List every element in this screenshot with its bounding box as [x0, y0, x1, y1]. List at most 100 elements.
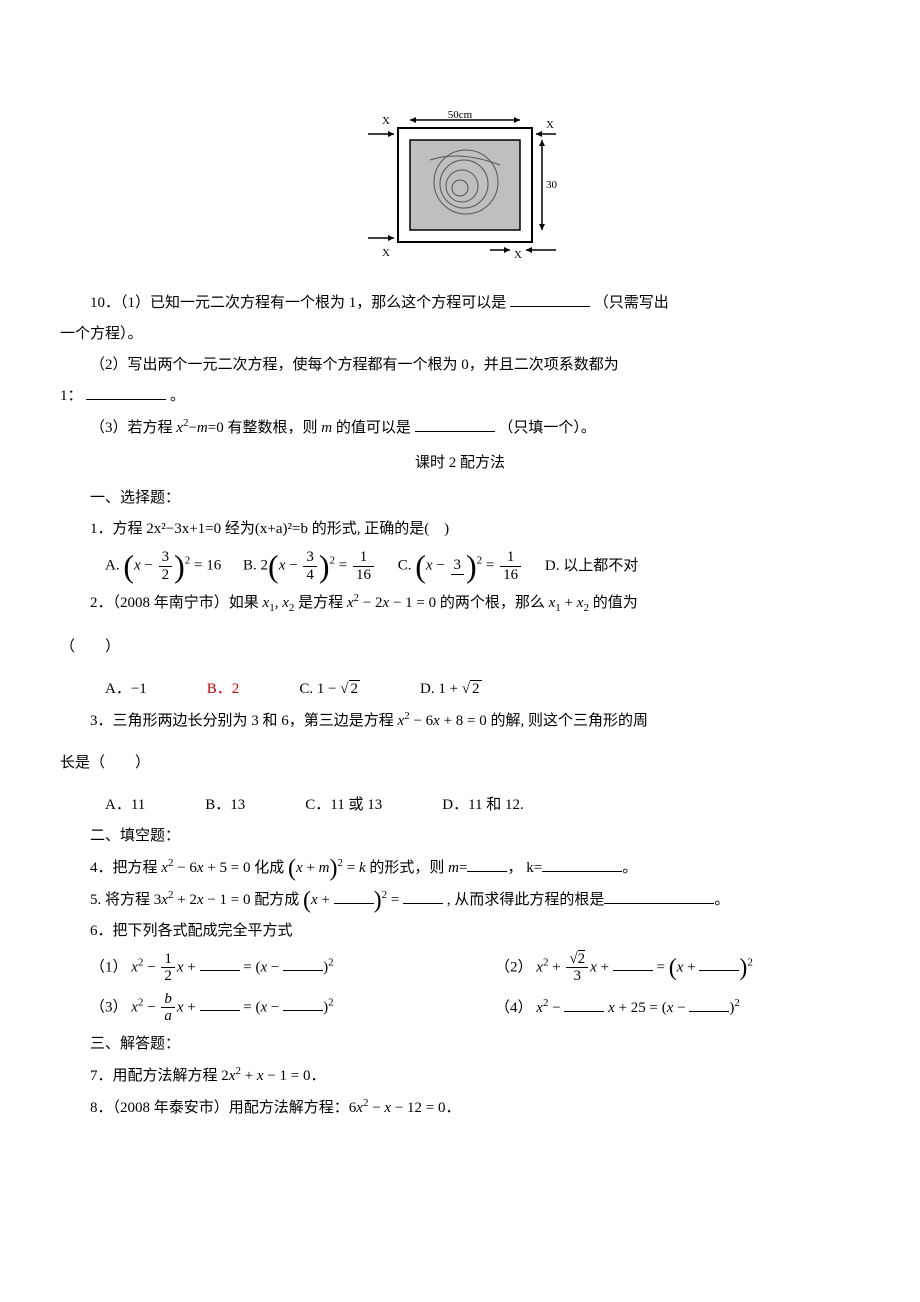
q1-opt-b: B. 2(x − 34)2 = 116 [243, 549, 376, 583]
blank [564, 996, 604, 1012]
q1-b-den: 4 [303, 567, 317, 584]
q1-a-rhs: = 16 [194, 557, 221, 573]
q10-l1b: （只需写出 [594, 295, 669, 311]
q6-title: 6．把下列各式配成完全平方式 [60, 918, 860, 945]
q4: 4．把方程 x2 − 6x + 5 = 0 化成 (x + m)2 = k 的形… [60, 854, 860, 882]
q10-line5: （3）若方程 x2−m=0 有整数根，则 m 的值可以是 （只填一个）。 [60, 414, 860, 442]
q2-paren: （ ） [60, 634, 860, 661]
q6p1d: 2 [161, 968, 175, 985]
sec2-heading: 二、填空题： [60, 823, 860, 850]
q8: 8．（2008 年泰安市）用配方法解方程：6x2 − x − 12 = 0． [60, 1094, 860, 1122]
q10-line3: （2）写出两个一元二次方程，使每个方程都有一个根为 0，并且二次项系数都为 [60, 352, 860, 379]
dim-x-br: X [514, 249, 522, 260]
q3-stem: 3．三角形两边长分别为 3 和 6，第三边是方程 x2 − 6x + 8 = 0… [60, 707, 860, 735]
q6p2d: 3 [566, 968, 588, 985]
q1-opt-d: D. 以上都不对 [545, 553, 638, 580]
figure-container: 50cm X X 30 X X [60, 110, 860, 270]
q2-b: 是方程 [294, 595, 347, 611]
q1-c-rn: 1 [500, 549, 521, 567]
blank [699, 955, 739, 971]
q1-a-den: 2 [159, 567, 173, 584]
blank [283, 995, 323, 1011]
blank [415, 416, 495, 432]
q2-c: 的两个根，那么 [436, 595, 549, 611]
q10-l4b: 。 [170, 388, 185, 404]
q7-a: 7．用配方法解方程 [90, 1068, 221, 1084]
q3-opt-c: C．11 或 13 [305, 792, 382, 819]
q4-c: 的形式，则 [366, 860, 449, 876]
q6-p3: （3） x2 − bax + = (x − )2 [90, 991, 455, 1025]
q1-opt-c: C. (x − 3)2 = 116 [398, 549, 523, 583]
q3-opt-a: A．11 [105, 792, 145, 819]
q10-l3a: （2）写出两个一元二次方程， [90, 357, 293, 373]
q2-d: 的值为 [589, 595, 638, 611]
dim-top-label: 50cm [448, 110, 473, 121]
q4-a: 4．把方程 [90, 860, 161, 876]
q10-l5b: 有整数根，则 [224, 420, 322, 436]
q6-row1: （1） x2 − 12x + = (x − )2 （2） x2 + √23x +… [90, 951, 860, 985]
q1-b-num: 3 [303, 549, 317, 567]
q1-b-rd: 16 [353, 567, 374, 584]
dim-x-bl: X [382, 247, 390, 259]
blank [200, 955, 240, 971]
blank [283, 955, 323, 971]
q10-l4a: 1： [60, 388, 83, 404]
q5-b: 配方成 [251, 892, 304, 908]
blank [542, 856, 622, 872]
q7: 7．用配方法解方程 2x2 + x − 1 = 0． [60, 1062, 860, 1090]
q6-p4: （4） x2 − x + 25 = (x − )2 [495, 994, 860, 1022]
section-title: 课时 2 配方法 [60, 450, 860, 477]
diagram-svg: 50cm X X 30 X X [360, 110, 560, 260]
q6-p4-label: （4） [495, 1000, 533, 1016]
q6-p2-label: （2） [495, 959, 533, 975]
blank [403, 888, 443, 904]
q3-a: 3．三角形两边长分别为 3 和 6，第三边是方程 [90, 713, 398, 729]
blank [689, 996, 729, 1012]
q6-p1-label: （1） [90, 959, 128, 975]
q1-b-coeff: 2 [261, 557, 269, 573]
q6-p2: （2） x2 + √23x + = (x + )2 [495, 951, 860, 985]
q1-stem: 1．方程 2x²−3x+1=0 经为(x+a)²=b 的形式, 正确的是( ) [60, 516, 860, 543]
q5-c: , 从而求得此方程的根是 [443, 892, 604, 908]
q2-a: 2．（2008 年南宁市）如果 [90, 595, 263, 611]
q1-c-label: C. [398, 557, 412, 573]
q1-c-num: 3 [451, 557, 465, 575]
q2-opt-d: D. 1 + √2 [420, 676, 482, 703]
dim-x-tr: X [546, 119, 554, 131]
q3-options: A．11 B．13 C．11 或 13 D．11 和 12. [105, 792, 860, 819]
q4-b: 化成 [251, 860, 289, 876]
q2-opt-c: C. 1 − √2 [299, 676, 360, 703]
q10-line1: 10．（1）已知一元二次方程有一个根为 1，那么这个方程可以是 （只需写出 [60, 290, 860, 317]
q1-a-num: 3 [159, 549, 173, 567]
q2-opt-a: A．−1 [105, 676, 147, 703]
q4-f: 。 [622, 860, 637, 876]
q7-b: ． [311, 1068, 326, 1084]
q2-options: A．−1 B．2 C. 1 − √2 D. 1 + √2 [105, 676, 860, 703]
q5: 5. 将方程 3x2 + 2x − 1 = 0 配方成 (x + )2 = , … [60, 886, 860, 914]
q1-c-rd: 16 [500, 567, 521, 584]
q6p3d: a [161, 1008, 175, 1025]
q2-c-pre: C. 1 − [299, 681, 340, 697]
q6p1n: 1 [161, 951, 175, 969]
q10-l5d: （只填一个）。 [498, 420, 596, 436]
q6p4c: 25 [631, 1000, 646, 1016]
q2-d-rad: 2 [470, 680, 482, 697]
q10-l1a: 10．（1）已知一元二次方程有一个根为 1，那么这个方程可以是 [90, 295, 506, 311]
blank [86, 384, 166, 400]
q8-b: ． [446, 1100, 461, 1116]
dim-right-label: 30 [546, 179, 558, 191]
q1-b-rn: 1 [353, 549, 374, 567]
q5-d: 。 [714, 892, 729, 908]
blank [200, 995, 240, 1011]
blank [613, 955, 653, 971]
q10-line4: 1： 。 [60, 383, 860, 410]
q2-d-pre: D. 1 + [420, 681, 462, 697]
q10-l5c: 的值可以是 [332, 420, 411, 436]
blank [334, 888, 374, 904]
q2-c-rad: 2 [349, 680, 361, 697]
q6p2rad: 2 [578, 950, 586, 967]
q6-p1: （1） x2 − 12x + = (x − )2 [90, 951, 455, 985]
q3-opt-d: D．11 和 12. [442, 792, 524, 819]
blank [604, 888, 714, 904]
q10-l3b: 使每个方程都有一个根为 0，并且二次项系数都为 [293, 357, 619, 373]
